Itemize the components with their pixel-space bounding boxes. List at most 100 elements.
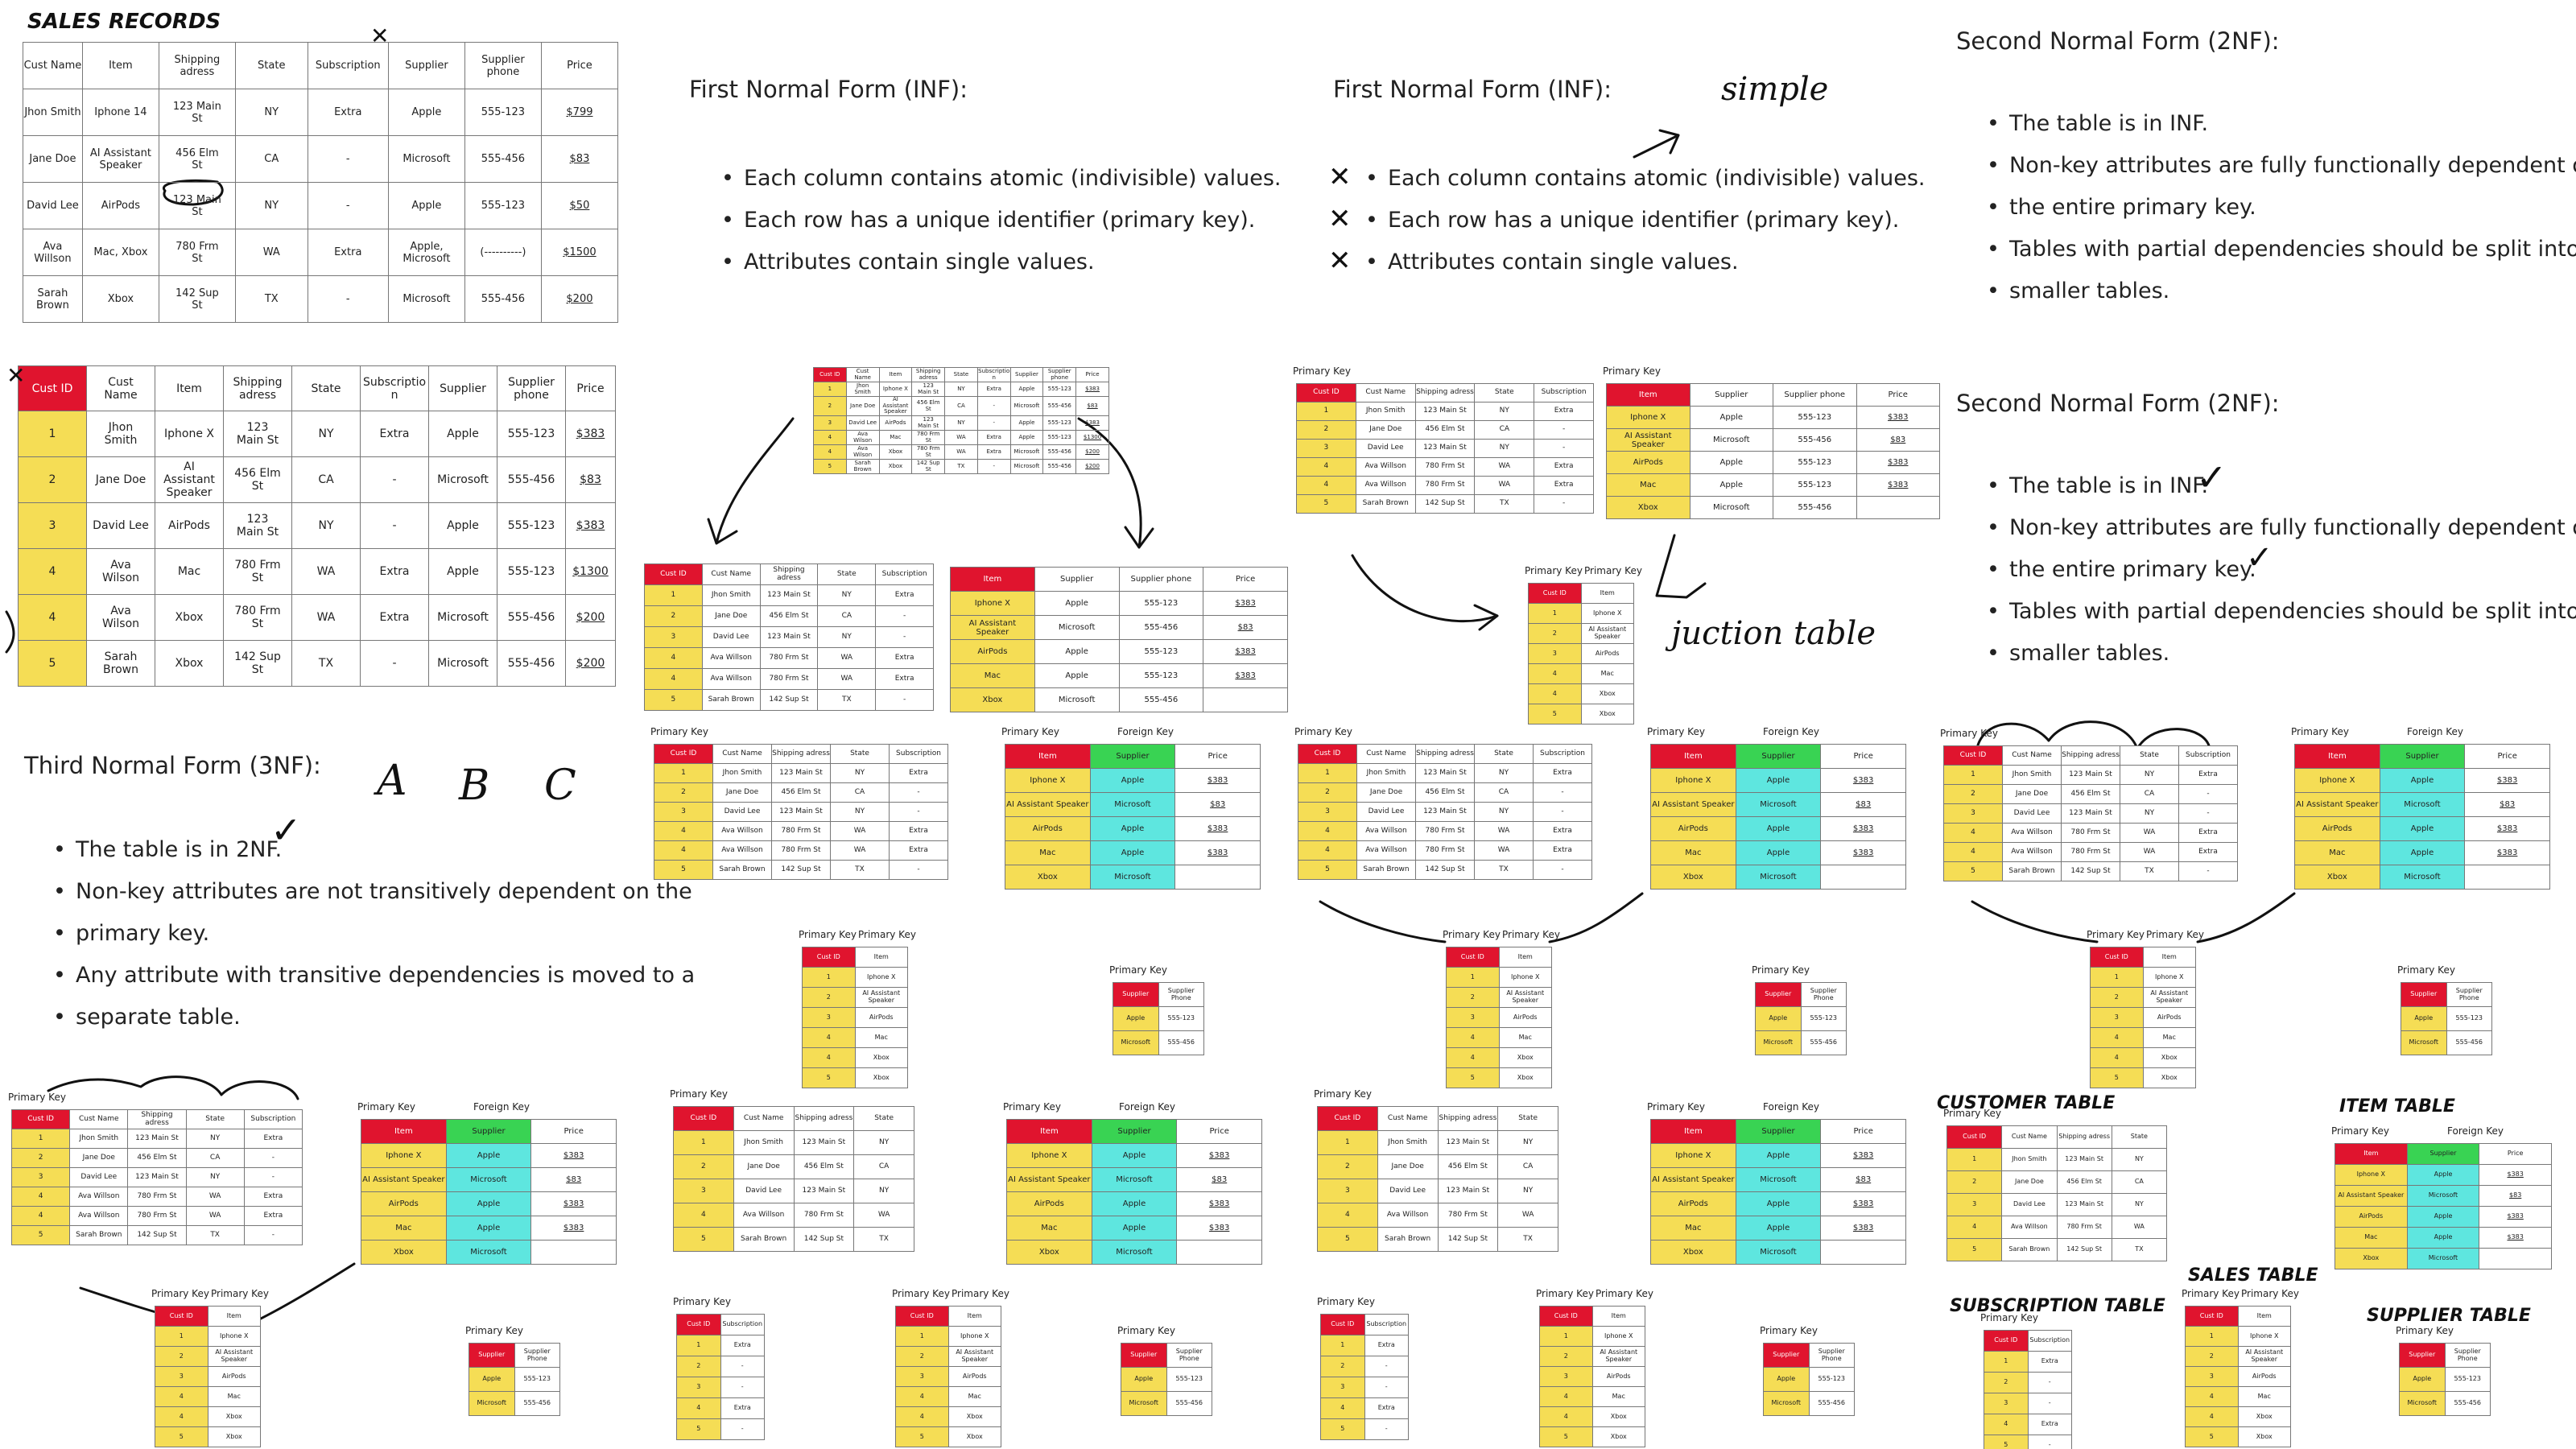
table-row: 4 Ava Willson 780 Frm St WA Extra bbox=[1296, 457, 1594, 477]
table-cell: NY bbox=[291, 502, 361, 549]
table-cell: Iphone X bbox=[1005, 768, 1091, 793]
table-cell: TX bbox=[817, 689, 877, 711]
table-cell: Xbox bbox=[361, 1240, 447, 1265]
table-cell: 2 bbox=[1946, 1170, 2003, 1194]
table-item2: Item Supplier Price Iphone X Apple $383 AI Ass… bbox=[1006, 1119, 1262, 1265]
column-header: Cust ID bbox=[1446, 947, 1500, 968]
price-value: $83 bbox=[1212, 1175, 1228, 1184]
table-cell: 555-123 bbox=[1042, 382, 1077, 397]
primary-key-label: Primary Key bbox=[670, 1088, 728, 1100]
table-cell: 4 bbox=[895, 1386, 949, 1407]
table-cell: Microsoft bbox=[445, 1167, 532, 1192]
table-cell: 3 bbox=[155, 1366, 208, 1387]
table-cell: Ava Willson bbox=[1355, 476, 1416, 495]
column-header: Price bbox=[1176, 1119, 1262, 1144]
table-cell: Jhon Smith bbox=[845, 382, 880, 397]
table-cell: 123 Main St bbox=[771, 802, 831, 822]
table-cell: AI Assistant Speaker bbox=[155, 456, 224, 503]
price-value: $200 bbox=[1085, 462, 1100, 469]
table-row: 3 David Lee 123 Main St NY - bbox=[644, 626, 934, 648]
table-row: 1 Extra bbox=[1320, 1335, 1409, 1356]
table-cell: David Lee bbox=[701, 626, 761, 648]
table-cell: 4 bbox=[1528, 683, 1582, 704]
column-header: Supplier bbox=[1735, 1119, 1822, 1144]
price-value: $83 bbox=[569, 153, 590, 165]
price-value: $200 bbox=[566, 293, 593, 305]
x-mark: ✕ bbox=[1328, 203, 1352, 235]
column-header: Cust Name bbox=[69, 1109, 129, 1129]
table-cell: Extra bbox=[1534, 476, 1594, 495]
table-row: Mac Apple 555-123 $383 bbox=[950, 663, 1288, 688]
table-cell: Xbox bbox=[878, 459, 913, 475]
table-cell: 2 bbox=[1984, 1372, 2029, 1393]
table-cell: 4 bbox=[1539, 1386, 1593, 1407]
table-cell: 1 bbox=[10, 1129, 71, 1149]
primary-key-label: Primary Key bbox=[952, 1288, 1009, 1299]
table-junction: Cust ID Item 1 Iphone X 2 AI Assistant Speake… bbox=[802, 947, 908, 1088]
table-cell: 456 Elm St bbox=[2056, 1170, 2112, 1194]
table-row: Xbox Microsoft 555-456 bbox=[950, 687, 1288, 712]
table-cell: Apple bbox=[1121, 1367, 1167, 1392]
table-cell: CA bbox=[2111, 1170, 2168, 1194]
table-item2: Item Supplier Price Iphone X Apple $383 AI Ass… bbox=[2294, 744, 2550, 890]
table-row: 3 David Lee AirPods 123 Main St NY - Apple 555-… bbox=[813, 415, 1109, 431]
table-cell: 142 Sup St bbox=[1414, 494, 1476, 514]
column-header: Shipping adress bbox=[223, 365, 292, 411]
table-row: Iphone X Apple $383 bbox=[361, 1143, 617, 1168]
table-cell: $83 bbox=[540, 135, 619, 183]
table-cell: WA bbox=[291, 548, 361, 595]
table-cell: $383 bbox=[1820, 1216, 1906, 1241]
table-row: 2 Jane Doe 456 Elm St CA bbox=[673, 1154, 914, 1179]
table-cell: 123 Main St bbox=[1437, 1130, 1499, 1155]
table-cell: Mac bbox=[1006, 1216, 1092, 1241]
column-header: Price bbox=[540, 42, 619, 89]
table-row: 4 Ava Willson 780 Frm St WA bbox=[1317, 1203, 1558, 1228]
table-cell: Extra bbox=[1364, 1335, 1409, 1356]
nf1-heading: First Normal Form (INF): bbox=[1333, 76, 1612, 103]
column-header: Price bbox=[565, 365, 616, 411]
table-cell: 555-123 bbox=[1042, 415, 1077, 431]
table-cell: $83 bbox=[1203, 615, 1288, 640]
table-cell: WA bbox=[291, 594, 361, 641]
handwritten-note: C bbox=[544, 762, 576, 810]
table-row: 1 Extra bbox=[1984, 1351, 2072, 1373]
primary-key-label: Primary Key bbox=[2331, 1125, 2389, 1137]
table-item2: Item Supplier Price Iphone X Apple $383 AI Ass… bbox=[2334, 1143, 2552, 1269]
table-cell: Apple bbox=[1763, 1367, 1810, 1392]
table-cell: - bbox=[889, 802, 948, 822]
table-row: 5 Sarah Brown 142 Sup St TX bbox=[1317, 1227, 1558, 1252]
table-cell: AI Assistant Speaker bbox=[2334, 1185, 2408, 1207]
x-mark: ✕ bbox=[1328, 161, 1352, 193]
column-header: Supplier bbox=[2379, 744, 2466, 769]
table-row: 3 David Lee 123 Main St NY - bbox=[10, 1167, 303, 1187]
table-row: Microsoft 555-456 bbox=[1755, 1030, 1847, 1055]
table-cell: David Lee bbox=[1377, 1179, 1439, 1203]
table-cell: Microsoft bbox=[1763, 1391, 1810, 1416]
table-row: 4 Extra bbox=[1320, 1397, 1409, 1419]
price-value: $200 bbox=[576, 657, 605, 670]
price-value: $383 bbox=[1207, 824, 1228, 833]
table-cell: Apple bbox=[428, 502, 497, 549]
table-cell: AirPods bbox=[1498, 1007, 1552, 1028]
table-cell: 2 bbox=[1539, 1346, 1593, 1367]
table-row: 1 Jhon Smith Iphone X 123 Main St NY Extra App… bbox=[18, 411, 616, 457]
table-cell: 3 bbox=[2090, 1007, 2144, 1028]
table-cell: Mac bbox=[1580, 663, 1634, 684]
price-value: $50 bbox=[569, 200, 590, 212]
table-row: 1 Iphone X bbox=[1446, 967, 1552, 988]
table-cell: 555-456 bbox=[497, 456, 566, 503]
table-row: 2 Jane Doe 456 Elm St CA - bbox=[1943, 784, 2238, 804]
table-row: Iphone X Apple $383 bbox=[2334, 1164, 2552, 1186]
table-cell: Microsoft bbox=[1121, 1391, 1167, 1416]
table-cell: Microsoft bbox=[1089, 792, 1176, 817]
table-cell: 2 bbox=[654, 782, 713, 803]
table-cell: NY bbox=[1474, 439, 1535, 458]
table-cell: Mac bbox=[950, 663, 1035, 688]
table-supplier: Supplier Supplier Phone Apple 555-123 Micros… bbox=[1121, 1343, 1212, 1416]
column-header: Item bbox=[2237, 1306, 2291, 1327]
table-cell: Jane Doe bbox=[2001, 1170, 2058, 1194]
table-cell: 555-123 bbox=[2444, 1367, 2491, 1392]
table-cell: NY bbox=[830, 802, 890, 822]
table-row: 2 Jane Doe 456 Elm St CA - bbox=[1298, 782, 1592, 803]
